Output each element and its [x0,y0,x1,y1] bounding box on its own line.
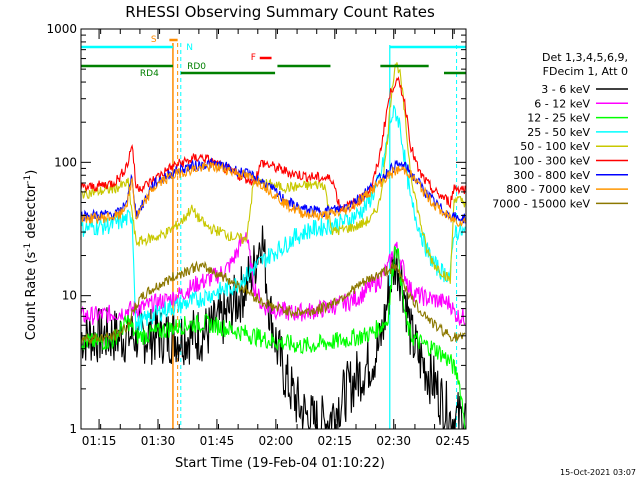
legend-label-3: 12 - 25 keV [527,112,590,125]
y-tick-label: 1 [69,422,77,436]
x-tick-label: 01:45 [200,434,235,448]
legend-header-detectors: Det 1,3,4,5,6,9, [542,51,628,64]
series-line-4 [80,105,466,332]
saa-label: S [151,35,157,45]
x-axis-label: Start Time (19-Feb-04 01:10:22) [175,456,385,471]
x-tick-label: 01:15 [82,434,117,448]
y-axis-label-end: ) [24,170,39,175]
rd0-label: RD0 [187,62,206,72]
chart-title: RHESSI Observing Summary Count Rates [125,3,435,21]
legend-label-2: 6 - 12 keV [534,97,590,110]
rd4-label: RD4 [140,69,159,79]
x-tick-label: 02:45 [435,434,470,448]
y-axis-label-exponent-2: -1 [23,175,33,184]
plot-frame [80,28,467,430]
x-tick-label: 02:00 [259,434,294,448]
y-tick-label: 10 [62,289,77,303]
legend-label-8: 800 - 7000 keV [506,183,590,196]
series-line-3 [80,245,466,430]
y-tick-label: 1000 [46,22,77,36]
x-tick-label: 01:30 [141,434,176,448]
series-line-2 [80,232,466,326]
series-line-9 [80,260,466,345]
y-axis-label: Count Rate (s-1 detector-1) [23,170,39,341]
series-line-1 [80,225,466,430]
night-label: N [186,43,193,53]
y-axis-label-exponent-1: -1 [23,243,33,252]
legend-label-4: 25 - 50 keV [527,126,590,139]
series-line-8 [80,161,466,227]
flare-label: F [251,53,256,63]
legend: Det 1,3,4,5,6,9, FDecim 1, Att 0 3 - 6 k… [492,51,628,210]
footer-timestamp: 15-Oct-2021 03:07 [560,468,636,477]
axes: 1 10 100 1000 01:15 01:30 01:45 02:00 02:15 02:30… [46,22,469,448]
y-tick-label: 100 [54,155,77,169]
legend-label-7: 300 - 800 keV [513,169,590,182]
y-axis-label-main: Count Rate (s [24,252,39,341]
legend-label-6: 100 - 300 keV [513,155,590,168]
legend-label-5: 50 - 100 keV [520,140,590,153]
series-line-6 [80,76,466,214]
legend-label-9: 7000 - 15000 keV [492,197,590,210]
x-tick-label: 02:30 [376,434,411,448]
y-axis-label-middle: detector [24,183,39,243]
legend-header-decimation: FDecim 1, Att 0 [543,65,628,78]
legend-label-1: 3 - 6 keV [541,83,590,96]
x-tick-label: 02:15 [317,434,352,448]
plot-area: S N F RD0 RD4 [80,35,466,430]
